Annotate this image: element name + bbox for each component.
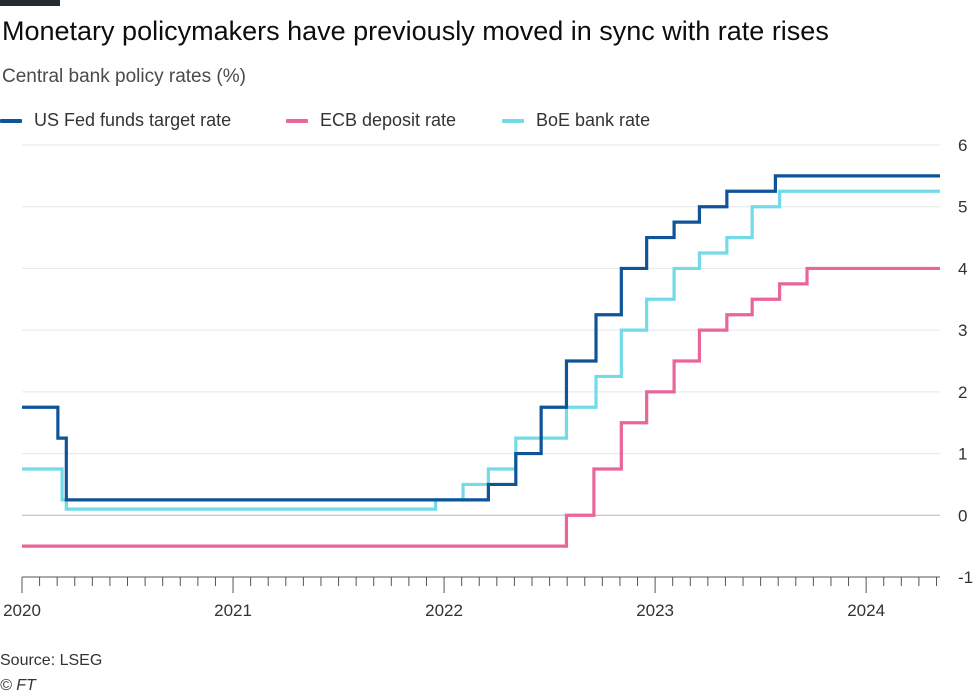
legend-label-boe: BoE bank rate: [536, 110, 651, 130]
chart-subtitle: Central bank policy rates (%): [2, 66, 246, 87]
y-tick-label: 0: [958, 506, 967, 525]
y-tick-label: 6: [958, 136, 967, 155]
legend-item-us-fed: US Fed funds target rate: [0, 110, 231, 131]
y-tick-label: 4: [958, 259, 967, 278]
y-tick-label: 3: [958, 321, 967, 340]
legend-swatch-ecb: [286, 118, 308, 123]
x-tick-label: 2021: [214, 601, 252, 620]
x-tick-label: 2023: [636, 601, 674, 620]
header-accent-bar: [0, 0, 60, 6]
series-line-boe-bank-rate: [22, 189, 940, 511]
series-line-us-fed-funds-target-rate: [22, 174, 940, 502]
source-note: Source: LSEG: [0, 652, 103, 669]
x-tick-label: 2024: [847, 601, 885, 620]
y-tick-label: 1: [958, 445, 967, 464]
copyright-note: © FT: [0, 677, 36, 694]
y-tick-label: -1: [958, 568, 973, 587]
legend-item-boe: BoE bank rate: [502, 110, 650, 131]
y-tick-label: 2: [958, 383, 967, 402]
x-tick-label: 2022: [425, 601, 463, 620]
legend-swatch-boe: [502, 118, 524, 123]
y-tick-label: 5: [958, 198, 967, 217]
legend-item-ecb: ECB deposit rate: [286, 110, 456, 131]
x-tick-label: 2020: [3, 601, 41, 620]
legend-swatch-us-fed: [0, 118, 22, 123]
legend-label-ecb: ECB deposit rate: [320, 110, 457, 130]
legend-label-us-fed: US Fed funds target rate: [34, 110, 232, 130]
series-line-ecb-deposit-rate: [22, 266, 940, 548]
chart-title: Monetary policymakers have previously mo…: [2, 16, 829, 46]
